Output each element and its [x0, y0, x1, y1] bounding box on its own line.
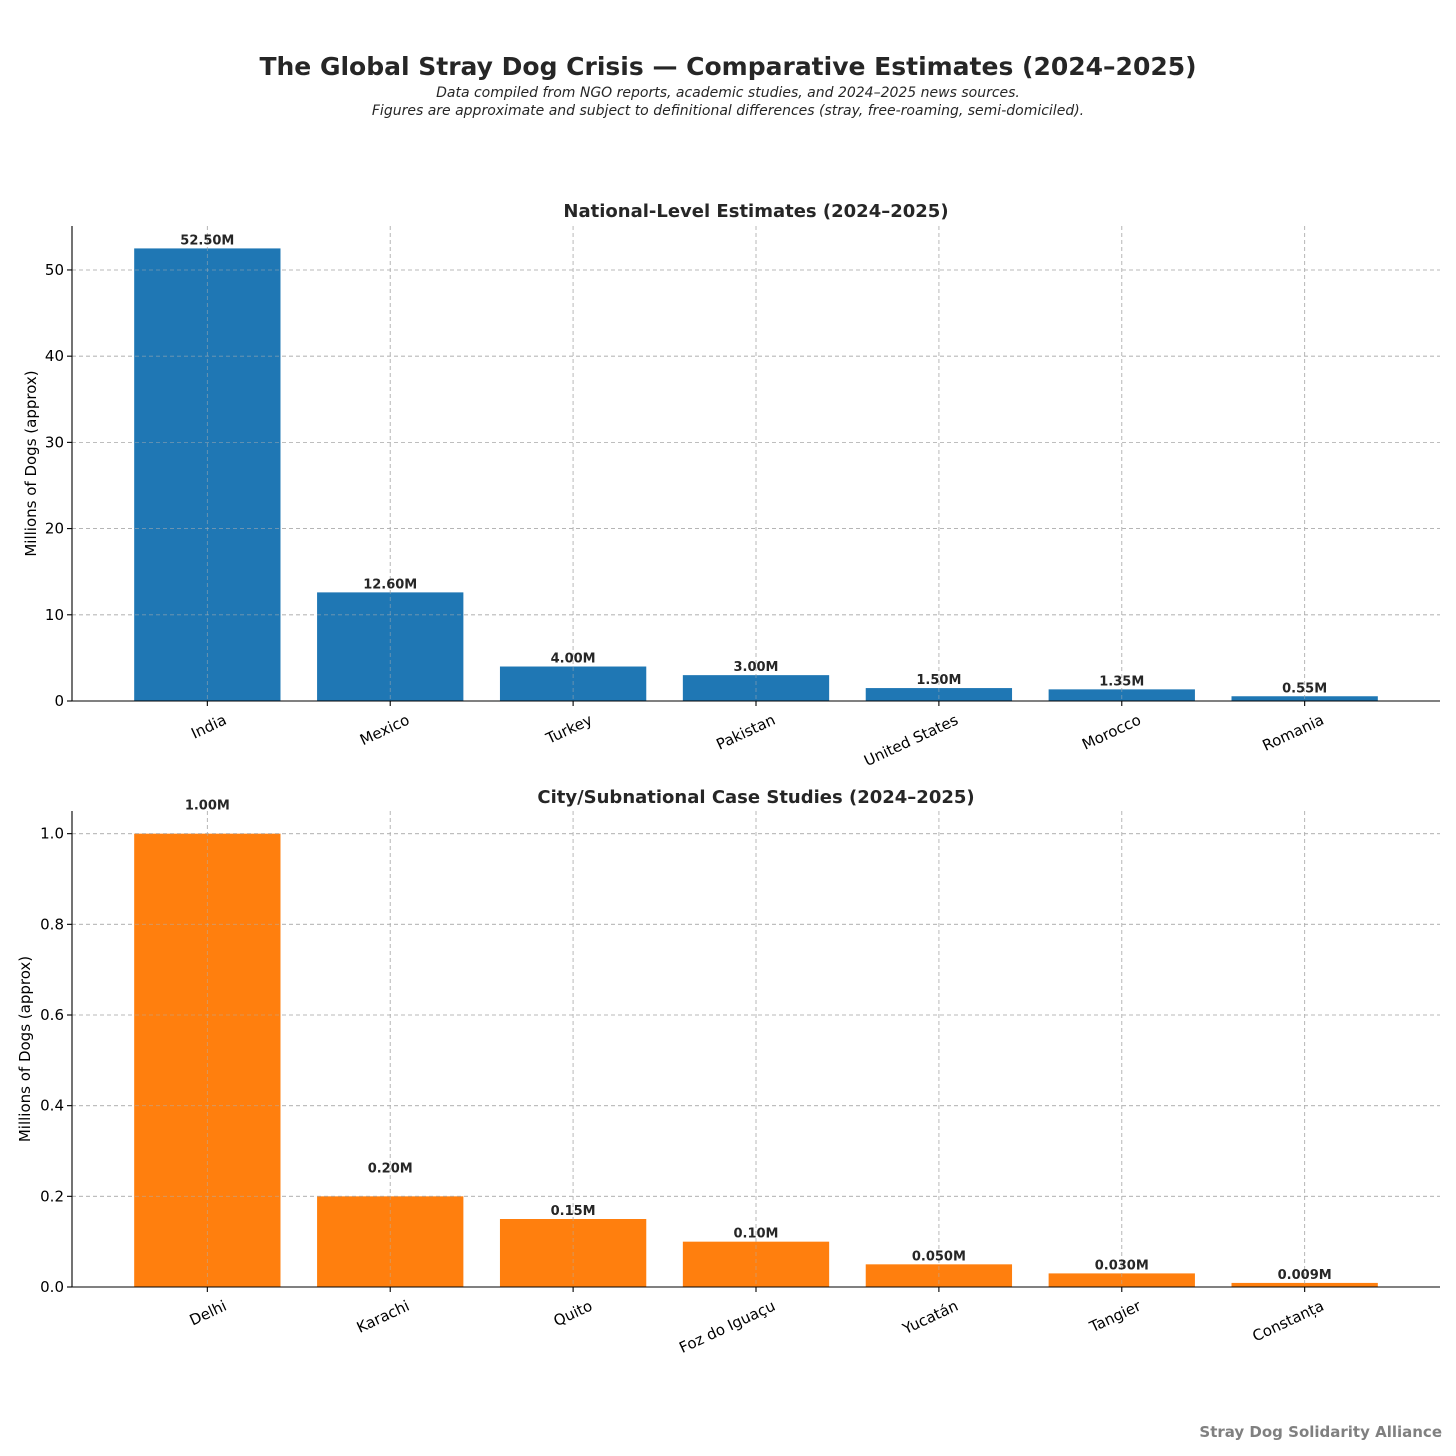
x-tick-label: Morocco	[1079, 711, 1144, 754]
x-tick-label: Constanța	[1250, 1297, 1327, 1346]
figure-subtitle-line2: Figures are approximate and subject to d…	[371, 103, 1085, 119]
y-tick-label: 0.6	[40, 1006, 64, 1024]
x-tick-label: India	[188, 711, 229, 743]
bar-foz-do-igua-u	[682, 1241, 830, 1287]
data-label: 0.10M	[733, 1227, 778, 1242]
x-tick-label: Quito	[551, 1297, 595, 1330]
x-tick-label: Mexico	[357, 711, 412, 749]
y-tick-label: 20	[45, 520, 64, 538]
data-label: 0.20M	[368, 1161, 413, 1176]
y-axis-label: Millions of Dogs (approx)	[22, 370, 40, 556]
data-label: 12.60M	[363, 577, 417, 592]
data-label: 3.00M	[733, 660, 778, 675]
y-tick-label: 50	[45, 261, 64, 279]
data-label: 1.00M	[185, 799, 230, 814]
data-label: 1.35M	[1099, 674, 1144, 689]
bar-constan-a	[1231, 1282, 1378, 1287]
y-tick-label: 0.4	[40, 1097, 64, 1115]
bar-united-states	[865, 688, 1013, 701]
y-axis-label: Millions of Dogs (approx)	[16, 956, 34, 1142]
data-label: 4.00M	[551, 652, 596, 667]
y-tick-label: 0.0	[40, 1278, 64, 1296]
data-label: 0.050M	[912, 1249, 966, 1264]
panel-title: National-Level Estimates (2024–2025)	[563, 201, 948, 222]
panel-title: City/Subnational Case Studies (2024–2025…	[537, 787, 974, 808]
y-tick-label: 0	[54, 692, 64, 710]
figure-subtitle-line1: Data compiled from NGO reports, academic…	[436, 85, 1020, 101]
y-tick-label: 0.2	[40, 1187, 64, 1205]
x-tick-label: Yucatán	[899, 1297, 961, 1339]
y-tick-label: 30	[45, 433, 64, 451]
data-label: 0.15M	[551, 1204, 596, 1219]
y-tick-label: 40	[45, 347, 64, 365]
x-tick-label: Turkey	[542, 711, 595, 748]
credit-text: Stray Dog Solidarity Alliance	[1199, 1423, 1442, 1441]
x-tick-label: Foz do Iguaçu	[676, 1297, 778, 1357]
x-tick-label: Delhi	[187, 1297, 230, 1330]
y-tick-label: 0.8	[40, 915, 64, 933]
data-label: 1.50M	[916, 673, 961, 688]
y-tick-label: 10	[45, 606, 64, 624]
x-tick-label: Pakistan	[713, 711, 778, 754]
x-tick-label: Tangier	[1086, 1296, 1145, 1336]
figure-title: The Global Stray Dog Crisis — Comparativ…	[259, 52, 1197, 81]
data-label: 52.50M	[180, 233, 234, 248]
x-tick-label: Romania	[1260, 711, 1327, 755]
data-label: 0.009M	[1278, 1268, 1332, 1283]
x-tick-label: Karachi	[354, 1297, 412, 1337]
data-label: 0.030M	[1095, 1258, 1149, 1273]
y-tick-label: 1.0	[40, 825, 64, 843]
data-label: 0.55M	[1282, 681, 1327, 696]
x-tick-label: United States	[861, 711, 961, 770]
